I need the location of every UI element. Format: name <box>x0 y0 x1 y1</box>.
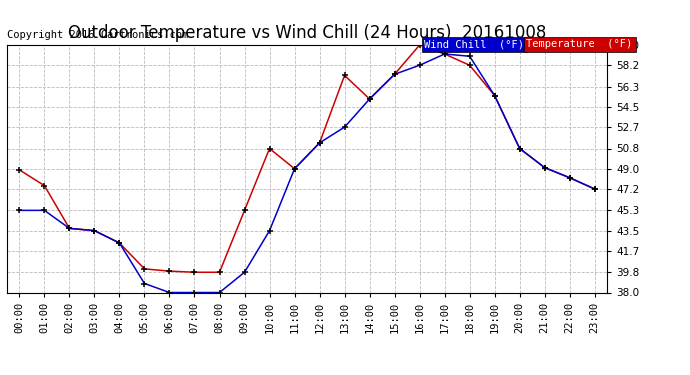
Title: Outdoor Temperature vs Wind Chill (24 Hours)  20161008: Outdoor Temperature vs Wind Chill (24 Ho… <box>68 24 546 42</box>
Text: Copyright 2016 Cartronics.com: Copyright 2016 Cartronics.com <box>7 30 188 40</box>
Text: Wind Chill  (°F): Wind Chill (°F) <box>424 39 524 50</box>
Text: Temperature  (°F): Temperature (°F) <box>526 39 633 50</box>
